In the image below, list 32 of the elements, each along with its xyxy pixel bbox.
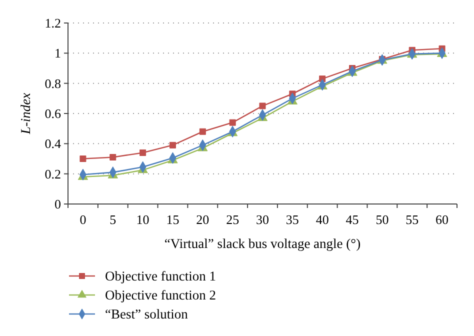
y-tick-label: 0.8	[44, 76, 61, 91]
point	[140, 149, 146, 156]
x-tick-label: 35	[286, 212, 299, 227]
y-tick-label: 0.6	[44, 106, 62, 122]
point	[229, 119, 236, 126]
point	[169, 142, 176, 148]
y-tick-label: 1.2	[44, 16, 61, 31]
legend-label: Objective function 2	[105, 288, 216, 303]
x-tick-label: 50	[376, 212, 389, 227]
x-tick-label: 40	[316, 212, 329, 227]
legend-label: “Best” solution	[105, 306, 188, 322]
x-tick-label: 55	[406, 212, 419, 227]
y-axis-title: L-index	[18, 92, 33, 136]
x-tick-label: 20	[196, 212, 210, 227]
point	[199, 128, 206, 135]
x-tick-label: 45	[346, 212, 359, 227]
legend-label: Objective function 1	[105, 268, 216, 284]
x-tick-label: 60	[436, 212, 449, 227]
x-tick-label: 30	[256, 212, 269, 227]
point	[80, 156, 86, 162]
x-tick-label: 15	[166, 212, 180, 227]
y-tick-label: 0	[54, 196, 61, 212]
y-tick-label: 1	[54, 46, 61, 61]
x-tick-label: 0	[80, 212, 86, 227]
x-tick-label: 10	[136, 212, 150, 227]
x-tick-label: 5	[110, 212, 116, 227]
x-tick-label: 25	[226, 212, 240, 227]
x-axis-title: “Virtual” slack bus voltage angle (°)	[164, 236, 361, 251]
point	[259, 102, 266, 110]
y-tick-label: 0.2	[44, 166, 61, 182]
y-tick-label: 0.4	[44, 136, 62, 152]
point	[110, 154, 116, 160]
